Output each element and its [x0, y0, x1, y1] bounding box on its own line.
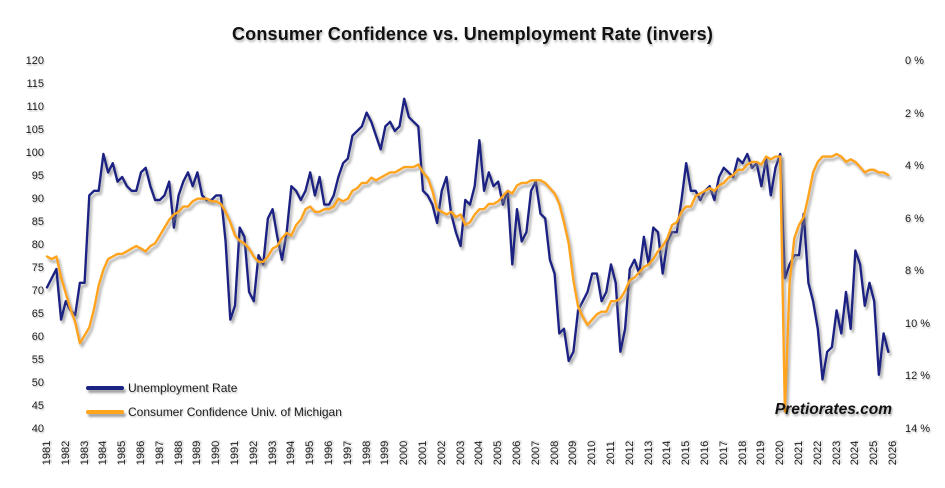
x-axis-tick: 1987: [153, 440, 166, 466]
left-axis-tick: 55: [31, 354, 44, 366]
x-axis-tick: 2001: [417, 440, 429, 466]
left-axis-tick: 105: [25, 124, 44, 136]
x-axis-tick: 1997: [341, 440, 354, 466]
watermark: Pretiorates.com: [774, 401, 892, 418]
x-axis-tick: 2003: [454, 440, 467, 466]
x-axis-tick: 2012: [623, 440, 636, 466]
x-axis-tick: 1983: [78, 440, 91, 466]
x-axis-tick: 1998: [360, 440, 373, 466]
right-axis-tick: 2 %: [905, 107, 924, 120]
x-axis-tick: 1994: [285, 440, 298, 466]
x-axis-tick: 1990: [210, 440, 223, 466]
x-axis-tick: 2010: [586, 440, 599, 466]
x-axis-tick: 1988: [172, 440, 185, 466]
left-axis-tick: 45: [31, 400, 44, 412]
x-axis-tick: 1996: [323, 440, 335, 466]
legend-label: Consumer Confidence Univ. of Michigan: [128, 405, 342, 419]
legend-line-swatch: [86, 410, 124, 414]
left-axis-tick: 100: [25, 147, 44, 159]
x-axis-tick: 1992: [247, 440, 260, 466]
chart-title: Consumer Confidence vs. Unemployment Rat…: [231, 24, 714, 44]
x-axis-tick: 2018: [736, 440, 749, 466]
x-axis-tick: 2025: [868, 440, 881, 466]
x-axis-tick: 1989: [191, 440, 204, 466]
x-axis-tick: 2022: [811, 440, 824, 466]
x-axis-tick: 2015: [680, 440, 693, 466]
x-axis-tick: 2017: [717, 440, 730, 466]
x-axis-tick: 2011: [605, 441, 617, 465]
series-line-orange: [45, 152, 890, 413]
series-line-navy: [45, 97, 890, 381]
x-axis-tick: 1995: [304, 440, 317, 466]
x-axis-tick: 2004: [473, 440, 486, 466]
legend-item: Unemployment Rate: [86, 381, 237, 395]
x-axis-tick: 1986: [135, 440, 147, 466]
x-axis-tick: 2019: [755, 440, 768, 466]
x-axis-tick: 1993: [266, 440, 279, 466]
x-axis-tick: 2024: [849, 440, 862, 466]
left-axis-tick: 80: [31, 239, 44, 251]
left-axis-tick: 95: [31, 170, 44, 182]
x-axis-tick: 1984: [97, 440, 110, 466]
x-axis-tick: 2006: [511, 440, 523, 466]
x-axis-tick: 2008: [548, 440, 561, 466]
left-axis-tick: 115: [26, 78, 44, 90]
left-axis-tick: 70: [31, 285, 44, 297]
x-axis-tick: 1991: [229, 440, 241, 466]
x-axis-tick: 1981: [41, 440, 53, 466]
left-axis-tick: 120: [25, 55, 44, 67]
x-axis-tick: 2014: [661, 440, 674, 466]
legend-label: Unemployment Rate: [128, 381, 238, 395]
x-axis-tick: 2009: [567, 440, 580, 466]
x-axis-tick: 2023: [830, 440, 843, 466]
right-axis-tick: 8 %: [905, 265, 924, 278]
left-axis-tick: 75: [31, 262, 44, 274]
x-axis-tick: 2026: [887, 440, 899, 466]
x-axis-tick: 2000: [398, 440, 411, 466]
x-axis-tick: 2020: [774, 440, 787, 466]
left-axis-tick: 60: [31, 331, 44, 343]
right-axis-tick: 12 %: [905, 370, 931, 383]
left-axis-tick: 90: [31, 193, 44, 205]
x-axis-tick: 2007: [529, 440, 542, 466]
right-axis-tick: 10 %: [905, 317, 931, 330]
left-axis-tick: 40: [31, 423, 44, 435]
right-axis-tick: 0 %: [905, 55, 924, 67]
x-axis-tick: 1982: [59, 440, 72, 466]
right-axis-tick: 4 %: [905, 160, 924, 173]
legend-item: Consumer Confidence Univ. of Michigan: [86, 405, 342, 419]
x-axis-tick: 2005: [492, 440, 505, 466]
left-axis-tick: 50: [31, 377, 44, 389]
x-axis-tick: 1985: [116, 440, 129, 466]
right-axis-tick: 6 %: [905, 212, 924, 225]
left-axis-tick: 85: [31, 216, 44, 228]
left-axis-tick: 110: [26, 101, 44, 113]
x-axis-tick: 2002: [435, 440, 448, 466]
right-axis-tick: 14 %: [905, 423, 931, 435]
legend-line-swatch: [86, 386, 124, 390]
x-axis-tick: 2021: [793, 440, 805, 466]
left-axis-tick: 65: [31, 308, 44, 320]
x-axis-tick: 2016: [699, 440, 711, 466]
x-axis-tick: 1999: [379, 440, 392, 466]
x-axis-tick: 2013: [642, 440, 655, 466]
